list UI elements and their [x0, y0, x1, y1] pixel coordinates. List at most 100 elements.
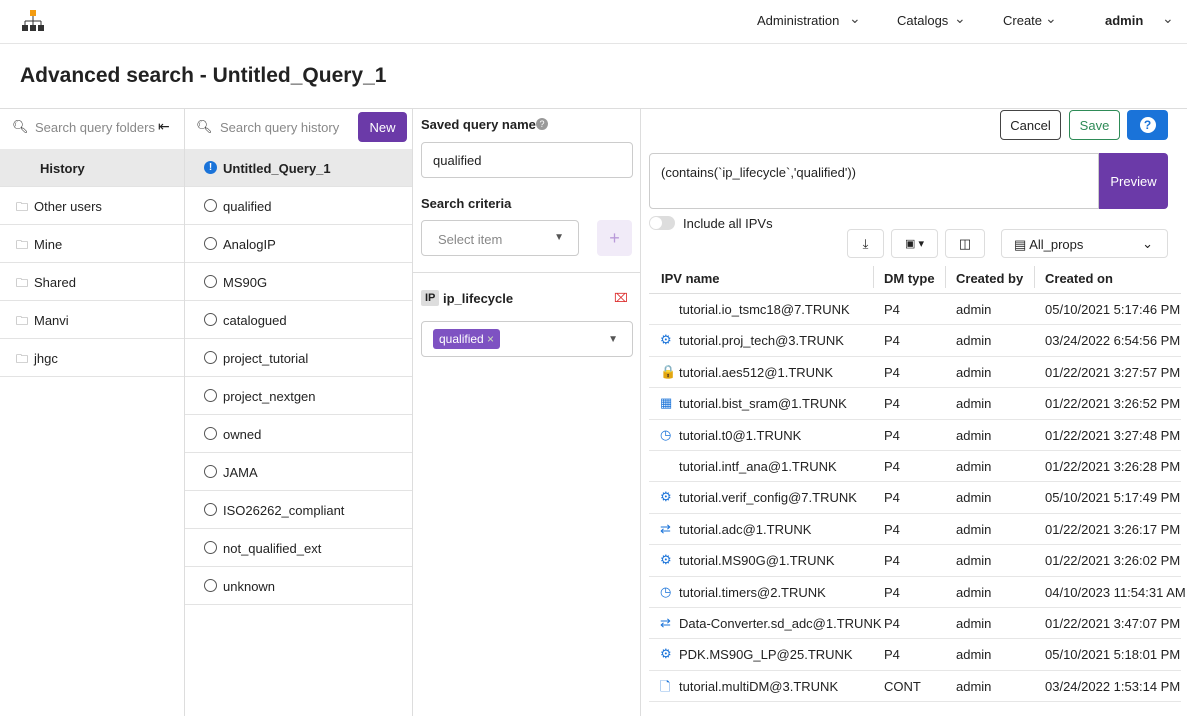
table-cell[interactable]: tutorial.timers@2.TRUNK [679, 584, 826, 600]
row-icon: ⇄ [660, 615, 671, 630]
history-item[interactable] [185, 187, 412, 225]
new-button[interactable]: New [358, 112, 407, 142]
table-cell: P4 [884, 427, 900, 443]
history-label: not_qualified_ext [223, 541, 322, 556]
image-button[interactable]: ▣ ▾ [891, 229, 938, 258]
table-row[interactable] [649, 357, 1181, 389]
filter-values[interactable]: qualified × ▼ [421, 321, 633, 357]
chevron: ⌄ [1045, 10, 1057, 26]
table-cell[interactable]: tutorial.verif_config@7.TRUNK [679, 490, 857, 506]
table-cell[interactable]: tutorial.aes512@1.TRUNK [679, 364, 834, 380]
history-item[interactable] [185, 491, 412, 529]
table-cell[interactable]: tutorial.proj_tech@3.TRUNK [679, 333, 844, 349]
table-row[interactable] [649, 639, 1181, 671]
history-search[interactable]: Search query history [220, 120, 340, 135]
query-name-input[interactable]: qualified [421, 142, 633, 178]
table-cell[interactable]: tutorial.io_tsmc18@7.TRUNK [679, 302, 850, 317]
history-item[interactable] [185, 263, 412, 301]
chevron: ⌄ [954, 10, 966, 26]
history-item[interactable] [185, 453, 412, 491]
table-cell[interactable]: tutorial.multiDM@3.TRUNK [679, 678, 839, 694]
cancel-button[interactable]: Cancel [1000, 110, 1061, 140]
help-button[interactable]: ? [1127, 110, 1168, 140]
history-label: catalogued [223, 313, 287, 328]
save-button[interactable]: Save [1069, 110, 1120, 140]
table-cell: admin [956, 490, 992, 506]
row-icon: ◷ [660, 583, 672, 599]
columns-button[interactable]: ◫ [945, 229, 985, 258]
history-item[interactable] [185, 415, 412, 453]
clock-icon [204, 389, 217, 402]
table-row[interactable] [649, 325, 1181, 357]
nav-item[interactable]: Administration [757, 13, 840, 28]
table-cell[interactable]: tutorial.bist_sram@1.TRUNK [679, 396, 847, 412]
clock-icon [204, 199, 217, 212]
chip-remove[interactable]: × [487, 332, 495, 346]
table-row[interactable] [649, 671, 1181, 703]
query-editor[interactable]: (contains(`ip_lifecycle`,'qualified')) [649, 153, 1099, 209]
folder-item[interactable] [0, 301, 184, 339]
table-cell[interactable]: tutorial.intf_ana@1.TRUNK [679, 459, 837, 474]
table-cell[interactable]: tutorial.adc@1.TRUNK [679, 521, 812, 537]
logo [22, 10, 44, 31]
clock-icon [204, 541, 217, 554]
history-item[interactable] [185, 225, 412, 263]
table-row[interactable] [649, 388, 1181, 420]
folder-item[interactable] [0, 187, 184, 225]
history-label: MS90G [223, 275, 268, 290]
remove-filter[interactable]: ⌧ [614, 291, 628, 305]
table-cell: 03/24/2022 6:54:56 PM [1045, 333, 1181, 349]
divider [0, 108, 1187, 109]
toggle[interactable] [649, 216, 675, 230]
history-item[interactable] [185, 529, 412, 567]
table-row[interactable] [649, 514, 1181, 546]
history-item[interactable] [185, 339, 412, 377]
history-item[interactable] [185, 377, 412, 415]
table-row[interactable] [649, 420, 1181, 451]
nav-item[interactable]: admin [1105, 13, 1144, 28]
folder-label: jhgc [34, 351, 58, 366]
table-cell: 05/10/2021 5:18:01 PM [1045, 647, 1181, 663]
folder-item[interactable] [0, 263, 184, 301]
preview-button[interactable]: Preview [1099, 153, 1168, 209]
history-label: qualified [223, 199, 272, 214]
table-cell[interactable]: Data-Converter.sd_adc@1.TRUNK [679, 616, 882, 631]
folder-item[interactable] [0, 339, 184, 377]
history-label: unknown [223, 579, 276, 594]
history-label: AnalogIP [223, 237, 276, 252]
folder-item[interactable] [0, 225, 184, 263]
history-item[interactable] [185, 301, 412, 339]
table-cell: 05/10/2021 5:17:46 PM [1045, 302, 1181, 317]
history-item[interactable] [185, 567, 412, 605]
table-cell[interactable]: tutorial.MS90G@1.TRUNK [679, 553, 835, 569]
folder-search[interactable]: Search query folders [35, 120, 155, 135]
folder-item[interactable] [0, 149, 184, 187]
table-row[interactable] [649, 577, 1181, 608]
table-row[interactable] [649, 545, 1181, 577]
divider [640, 108, 641, 716]
table-cell: 01/22/2021 3:26:52 PM [1045, 396, 1181, 412]
table-row[interactable] [649, 451, 1181, 483]
collapse-button[interactable]: ⇤ [158, 118, 170, 134]
table-cell: admin [956, 364, 992, 380]
table-cell: admin [956, 333, 992, 349]
download-button[interactable]: ⤓ [847, 229, 884, 258]
table-row[interactable] [649, 608, 1181, 640]
info-icon: ? [536, 118, 548, 130]
history-item[interactable] [185, 149, 412, 187]
table-row[interactable] [649, 294, 1181, 326]
add-button[interactable]: + [597, 220, 632, 256]
nav-item[interactable]: Create [1003, 13, 1043, 28]
table-cell[interactable]: tutorial.t0@1.TRUNK [679, 427, 802, 443]
table-row[interactable] [649, 482, 1181, 514]
label: Saved query name [421, 117, 536, 132]
criteria-select[interactable]: Select item ▼ [421, 220, 579, 256]
chevron: ⌄ [1162, 10, 1174, 26]
table-cell[interactable]: PDK.MS90G_LP@25.TRUNK [679, 647, 853, 663]
nav-item[interactable]: Catalogs [897, 13, 949, 28]
search-icon: 🔍︎ [12, 119, 29, 134]
help-text: ? [1139, 117, 1156, 133]
table-cell: P4 [884, 553, 900, 569]
view-select[interactable]: ▤ All_props ⌄ [1001, 229, 1168, 258]
folder-icon: 🗀 [16, 314, 29, 328]
